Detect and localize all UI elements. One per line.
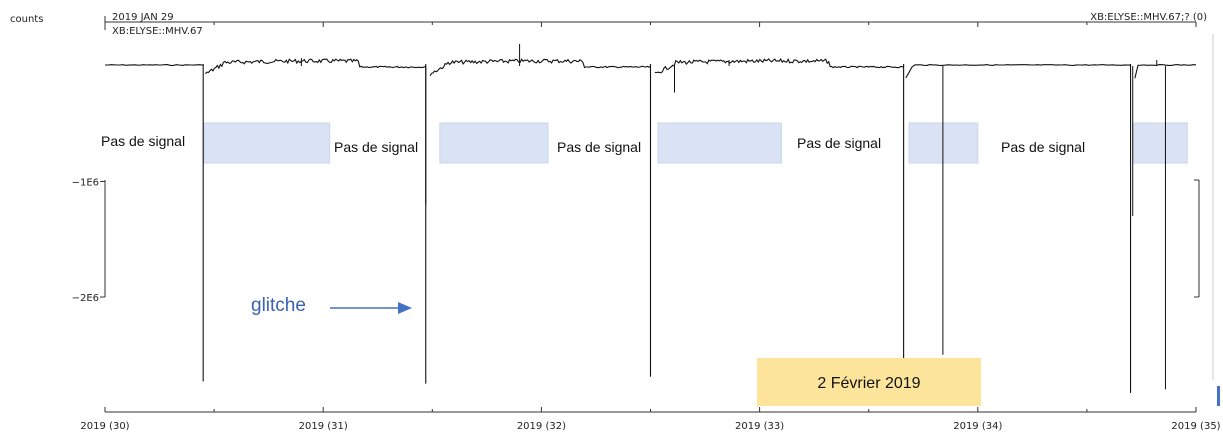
x-tick-label: 2019 (30) [80, 421, 129, 432]
date-box-label: 2 Février 2019 [817, 375, 920, 392]
y-axis: −1E6 −2E6 [72, 178, 105, 304]
y-axis-label: counts [10, 14, 43, 25]
date-box [757, 358, 981, 406]
gap-box [657, 122, 782, 164]
trace-segment [204, 58, 426, 75]
plot-frame [104, 16, 1214, 413]
channel-label-left: XB:ELYSE::MHV.67 [112, 26, 203, 37]
x-tick-label: 2019 (34) [953, 421, 1002, 432]
gap-box [1133, 122, 1188, 164]
x-tick-label: 2019 (32) [517, 421, 566, 432]
trace-segment [1134, 64, 1197, 79]
glitch-arrow-head [398, 302, 412, 314]
gap-label: Pas de signal [1001, 139, 1085, 155]
signal-trace [105, 44, 1197, 393]
edge-marker [1217, 386, 1220, 406]
gap-box [203, 122, 331, 164]
channel-label-right: XB:ELYSE::MHV.67;? (0) [1090, 12, 1207, 23]
trace-segment [105, 64, 204, 66]
x-axis: 2019 (30) 2019 (31) 2019 (32) 2019 (33) 2019… [80, 22, 1221, 432]
trace-segment [654, 58, 904, 74]
trace-segment [429, 58, 651, 77]
y-tick-label: −2E6 [72, 293, 99, 304]
glitch-label: glitche [251, 295, 306, 316]
gap-label: Pas de signal [557, 139, 641, 155]
y-tick-label: −1E6 [72, 178, 99, 189]
x-tick-label: 2019 (35) [1171, 421, 1220, 432]
gap-box [439, 122, 549, 164]
gap-label: Pas de signal [101, 133, 185, 149]
header-date: 2019 JAN 29 [112, 12, 174, 23]
trace-segment [905, 64, 1131, 79]
gap-label: Pas de signal [334, 139, 418, 155]
x-tick-label: 2019 (31) [299, 421, 348, 432]
gap-label: Pas de signal [797, 135, 881, 151]
gap-annotations: Pas de signal Pas de signal Pas de signal P… [101, 122, 1188, 164]
x-tick-label: 2019 (33) [735, 421, 784, 432]
